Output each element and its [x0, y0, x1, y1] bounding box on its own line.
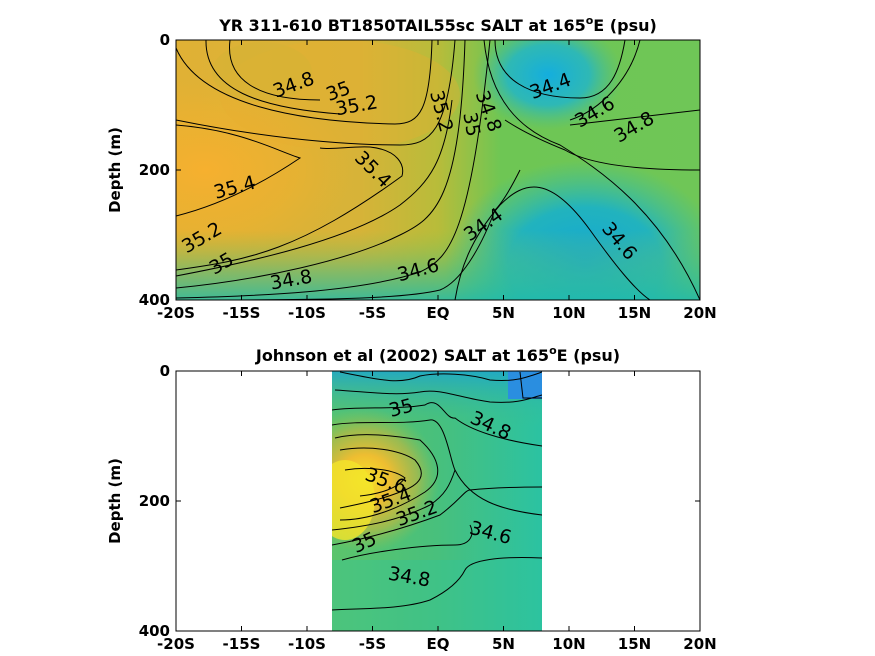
- top-chart: YR 311-610 BT1850TAIL55sc SALT at 165oE …: [106, 14, 717, 322]
- bottom-y-tick-label: 200: [139, 492, 170, 510]
- top-y-tick-label: 400: [139, 291, 170, 309]
- top-x-tick-label: 15N: [618, 304, 651, 322]
- bottom-y-axis-label: Depth (m): [106, 458, 124, 544]
- bottom-x-tick-label: 15N: [618, 635, 651, 653]
- top-x-axis: -20S -15S -10S -5S EQ 5N 10N 15N 20N: [157, 40, 717, 322]
- bottom-x-tick-label: EQ: [427, 635, 450, 653]
- bottom-x-tick-label: -10S: [288, 635, 326, 653]
- top-chart-title: YR 311-610 BT1850TAIL55sc SALT at 165oE …: [218, 14, 657, 35]
- bottom-x-tick-label: 20N: [683, 635, 716, 653]
- bottom-heatmap: [332, 371, 542, 631]
- bottom-x-axis: -20S -15S -10S -5S EQ 5N 10N 15N 20N: [157, 371, 717, 653]
- top-x-tick-label: EQ: [427, 304, 450, 322]
- bottom-y-tick-label: 0: [160, 362, 170, 380]
- top-x-tick-label: 20N: [683, 304, 716, 322]
- top-x-tick-label: 10N: [552, 304, 585, 322]
- bottom-x-tick-label: 10N: [552, 635, 585, 653]
- top-contour-label: 35: [458, 111, 484, 139]
- bottom-y-tick-label: 400: [139, 622, 170, 640]
- top-x-tick-label: -20S: [157, 304, 195, 322]
- bottom-contours: [332, 371, 542, 611]
- top-x-tick-label: 5N: [492, 304, 515, 322]
- top-heatmap: [176, 40, 700, 300]
- bottom-x-tick-label: -5S: [359, 635, 386, 653]
- top-contours: [176, 40, 700, 300]
- top-x-tick-label: -10S: [288, 304, 326, 322]
- top-x-tick-label: -15S: [223, 304, 261, 322]
- top-y-axis: 0 200 400: [139, 31, 700, 309]
- top-y-tick-label: 200: [139, 161, 170, 179]
- top-x-tick-label: -5S: [359, 304, 386, 322]
- bottom-x-tick-label: -15S: [223, 635, 261, 653]
- bottom-y-axis: 0 200 400: [139, 362, 700, 640]
- top-y-axis-label: Depth (m): [106, 127, 124, 213]
- top-y-tick-label: 0: [160, 31, 170, 49]
- bottom-x-tick-label: -20S: [157, 635, 195, 653]
- bottom-chart-title: Johnson et al (2002) SALT at 165oE (psu): [255, 344, 620, 365]
- bottom-chart: Johnson et al (2002) SALT at 165oE (psu)…: [106, 344, 717, 653]
- bottom-x-tick-label: 5N: [492, 635, 515, 653]
